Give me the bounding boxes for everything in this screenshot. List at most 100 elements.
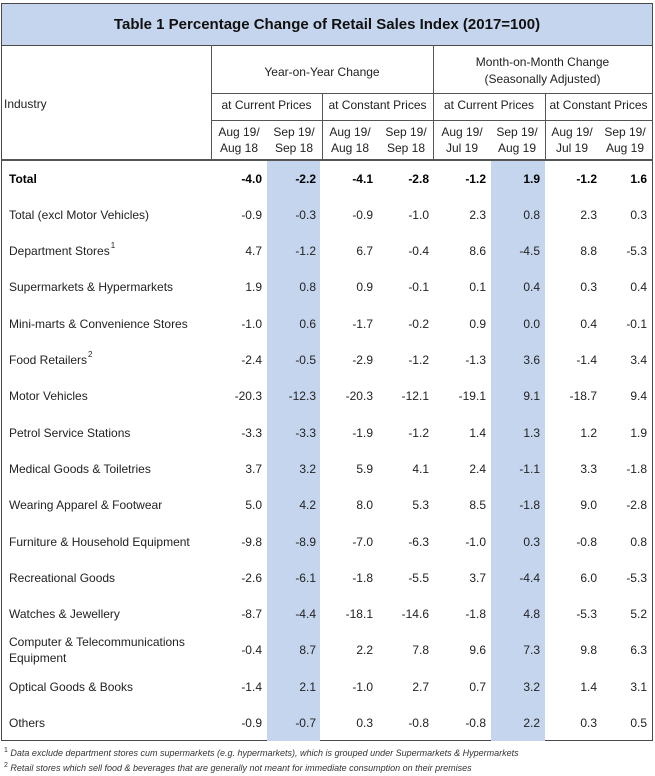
highlight-column-mom-sep <box>491 160 545 741</box>
table-cell: -8.7 <box>241 607 262 622</box>
table-cell: 4.8 <box>523 607 540 622</box>
row-label-text: Computer & Telecommunications Equipment <box>9 635 185 666</box>
table-cell: 2.2 <box>356 643 373 658</box>
table-cell: -18.7 <box>569 389 597 404</box>
table-cell: -2.8 <box>626 498 647 513</box>
table-cell: 0.3 <box>580 716 597 730</box>
footnote-2: 2 Retail stores which sell food & bevera… <box>4 760 472 774</box>
table-cell: 1.2 <box>580 425 597 440</box>
table-cell: -9.8 <box>241 534 262 549</box>
table-cell: -1.0 <box>241 316 262 331</box>
footnote-text: Data exclude department stores cum super… <box>10 748 519 758</box>
row-label: Department Stores1 <box>9 233 204 270</box>
table-cell: 3.2 <box>299 461 316 476</box>
row-label-text: Furniture & Household Equipment <box>9 534 190 549</box>
table-row: Motor Vehicles -20.3 -12.3 -20.3 -12.1 -19.1 9… <box>2 378 652 415</box>
table-cell: 2.2 <box>523 716 540 730</box>
row-label-text: Mini-marts & Convenience Stores <box>9 316 188 331</box>
table-cell: -3.3 <box>295 425 316 440</box>
table-cell: 6.7 <box>356 244 373 259</box>
table-row: Total (excl Motor Vehicles) -0.9 -0.3 -0.9 -… <box>2 196 652 233</box>
header-industry: Industry <box>4 97 47 111</box>
header-period-denominator: Jul 19 <box>445 141 479 155</box>
table-row: Department Stores1 4.7 -1.2 6.7 -0.4 8.6 -4.5 8… <box>2 233 652 270</box>
table-cell: -0.7 <box>295 716 316 730</box>
table-cell: -1.1 <box>519 461 540 476</box>
table-cell: -0.9 <box>241 716 262 730</box>
table-cell: 9.6 <box>469 643 486 658</box>
table-cell: -2.4 <box>241 353 262 367</box>
table-cell: 8.6 <box>469 244 486 259</box>
table-cell: 8.8 <box>580 244 597 259</box>
table-cell: 0.3 <box>580 280 597 295</box>
footnote-marker: 2 <box>4 762 8 769</box>
table-cell: 1.9 <box>523 171 540 186</box>
table-cell: 1.9 <box>630 425 647 440</box>
table-cell: -4.4 <box>295 607 316 622</box>
table-cell: -1.3 <box>465 353 486 367</box>
table-cell: 3.2 <box>523 679 540 694</box>
header-mom-constant-prices: at Constant Prices <box>549 98 648 112</box>
table-cell: -2.2 <box>295 171 316 186</box>
header-period-numerator: Sep 19/ <box>496 125 538 139</box>
header-yoy-current-prices: at Current Prices <box>221 98 312 112</box>
row-label-text: Medical Goods & Toiletries <box>9 461 151 476</box>
table-cell: -0.9 <box>352 207 373 222</box>
table-cell: 0.8 <box>630 534 647 549</box>
table-row: Total -4.0 -2.2 -4.1 -2.8 -1.2 1.9 -1.2 1.6 <box>2 160 652 197</box>
header-period-numerator: Sep 19/ <box>273 125 315 139</box>
table-cell: 0.8 <box>523 207 540 222</box>
table-cell: -19.1 <box>458 389 486 404</box>
table-cell: 7.8 <box>412 643 429 658</box>
table-cell: 3.7 <box>469 570 486 585</box>
header-year-on-year: Year-on-Year Change <box>264 65 380 79</box>
table-cell: 0.7 <box>469 679 486 694</box>
header-period-denominator: Sep 18 <box>386 141 426 155</box>
table-cell: -18.1 <box>345 607 373 622</box>
table-cell: 2.7 <box>412 679 429 694</box>
table-cell: -4.0 <box>241 171 262 186</box>
table-cell: 7.3 <box>523 643 540 658</box>
table-row: Petrol Service Stations -3.3 -3.3 -1.9 -1.2 1… <box>2 414 652 451</box>
table-row: Others -0.9 -0.7 0.3 -0.8 -0.8 2.2 0.3 0.5 <box>2 705 652 742</box>
table-cell: 1.9 <box>245 280 262 295</box>
table-cell: 5.3 <box>412 498 429 513</box>
table-cell: 0.3 <box>630 207 647 222</box>
table-row: Supermarkets & Hypermarkets 1.9 0.8 0.9 -0.1… <box>2 269 652 306</box>
header-period-numerator: Sep 19/ <box>385 125 427 139</box>
table-cell: -1.8 <box>352 570 373 585</box>
table-row: Mini-marts & Convenience Stores -1.0 0.6 -1… <box>2 305 652 342</box>
header-period-denominator: Aug 18 <box>330 141 370 155</box>
header-period-denominator: Aug 18 <box>219 141 259 155</box>
row-label-text: Wearing Apparel & Footwear <box>9 498 163 513</box>
row-label: Food Retailers2 <box>9 342 204 379</box>
header-seasonally-adjusted: (Seasonally Adjusted) <box>484 72 601 86</box>
table-cell: -12.1 <box>401 389 429 404</box>
row-label-text: Supermarkets & Hypermarkets <box>9 280 174 295</box>
row-label-text: Recreational Goods <box>9 570 116 585</box>
table-cell: -1.4 <box>241 679 262 694</box>
table-cell: -0.8 <box>408 716 429 730</box>
table-cell: 0.6 <box>299 316 316 331</box>
table-title: Table 1 Percentage Change of Retail Sale… <box>2 4 652 46</box>
table-cell: 0.9 <box>356 280 373 295</box>
row-label: Total <box>9 160 204 197</box>
table-cell: -3.3 <box>241 425 262 440</box>
table-cell: 1.4 <box>580 679 597 694</box>
table-cell: -0.8 <box>576 534 597 549</box>
header-mom-current-prices: at Current Prices <box>443 98 535 112</box>
table-cell: -1.0 <box>408 207 429 222</box>
table-cell: -0.4 <box>241 643 262 658</box>
row-label-text: Others <box>9 716 46 730</box>
header-period-numerator: Sep 19/ <box>604 125 646 139</box>
row-label: Mini-marts & Convenience Stores <box>9 305 204 342</box>
table-cell: 6.0 <box>580 570 597 585</box>
table-cell: 9.4 <box>630 389 647 404</box>
table-cell: -0.9 <box>241 207 262 222</box>
table-cell: 0.4 <box>523 280 540 295</box>
header-yoy-constant-prices: at Constant Prices <box>328 98 427 112</box>
table-cell: -5.3 <box>576 607 597 622</box>
table-cell: 0.8 <box>299 280 316 295</box>
table-cell: -1.2 <box>408 353 429 367</box>
row-label-text: Total (excl Motor Vehicles) <box>9 207 150 222</box>
